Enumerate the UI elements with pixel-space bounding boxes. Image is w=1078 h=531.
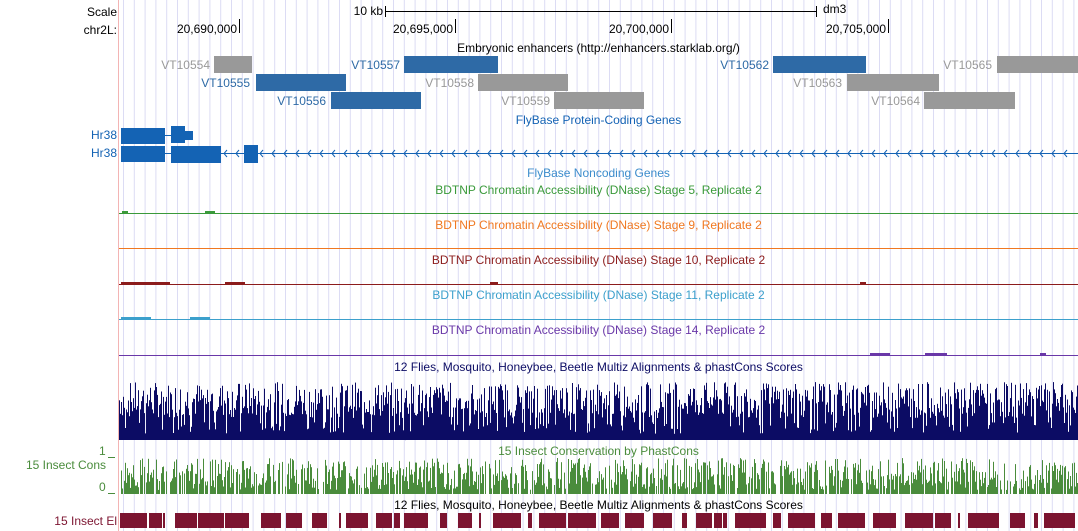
dnase-stage14-signal[interactable] (119, 355, 1078, 356)
phastcons-left-label[interactable]: 15 Insect Cons (25, 458, 106, 472)
enhancer-label-vt10564[interactable]: VT10564 (871, 94, 920, 108)
assembly-label: dm3 (823, 2, 847, 16)
gene-exon (121, 128, 165, 144)
position-tick-3 (671, 19, 672, 33)
enhancer-feature-vt10558[interactable] (478, 74, 568, 91)
enhancer-label-vt10554[interactable]: VT10554 (161, 58, 210, 72)
protein-genes-track-title: FlyBase Protein-Coding Genes (515, 113, 682, 127)
enhancer-feature-vt10554[interactable] (214, 56, 252, 73)
elements-track-title: 12 Flies, Mosquito, Honeybee, Beetle Mul… (394, 498, 803, 512)
dnase-stage9-title: BDTNP Chromatin Accessibility (DNase) St… (435, 218, 762, 232)
scale-bar-left-cap (385, 6, 386, 17)
scale-label: Scale (86, 5, 117, 19)
enhancer-label-vt10562[interactable]: VT10562 (720, 58, 769, 72)
position-tick-1 (239, 19, 240, 33)
enhancer-label-vt10558[interactable]: VT10558 (425, 76, 474, 90)
gene-exon (171, 126, 185, 143)
dnase-stage10-signal[interactable] (119, 284, 1078, 285)
gene-label-hr38-1[interactable]: Hr38 (90, 128, 117, 142)
dnase-stage11-signal[interactable] (119, 319, 1078, 320)
gene-exon (185, 131, 193, 140)
enhancer-label-vt10563[interactable]: VT10563 (793, 76, 842, 90)
position-label-4: 20,705,000 (825, 22, 886, 36)
position-label-2: 20,695,000 (392, 22, 453, 36)
noncoding-track-title: FlyBase Noncoding Genes (527, 166, 670, 180)
position-label-3: 20,700,000 (608, 22, 669, 36)
phastcons-ymin-label: 0 (99, 480, 106, 494)
enhancer-label-vt10557[interactable]: VT10557 (351, 58, 400, 72)
phastcons-ymin-tick (108, 493, 115, 494)
scale-bar-text: 10 kb (353, 4, 383, 18)
enhancer-feature-vt10559[interactable] (554, 92, 644, 109)
enhancer-feature-vt10563[interactable] (847, 74, 939, 91)
gene-label-hr38-2[interactable]: Hr38 (90, 146, 117, 160)
dnase-stage10-title: BDTNP Chromatin Accessibility (DNase) St… (431, 253, 766, 267)
dnase-stage9-signal[interactable] (119, 248, 1078, 249)
dnase-stage11-title: BDTNP Chromatin Accessibility (DNase) St… (432, 288, 765, 302)
left-gutter-divider (118, 0, 119, 531)
position-tick-2 (455, 19, 456, 33)
enhancer-feature-vt10556[interactable] (331, 92, 421, 109)
chrom-label: chr2L: (83, 23, 117, 37)
dnase-stage14-title: BDTNP Chromatin Accessibility (DNase) St… (431, 323, 766, 337)
elements-left-label[interactable]: 15 Insect El (54, 514, 117, 528)
phastcons-track-title: 15 Insect Conservation by PhastCons (498, 444, 699, 458)
enhancer-feature-vt10562[interactable] (773, 56, 866, 73)
enhancers-track-title: Embryonic enhancers (http://enhancers.st… (457, 41, 740, 55)
enhancer-label-vt10555[interactable]: VT10555 (201, 76, 250, 90)
enhancer-label-vt10559[interactable]: VT10559 (501, 94, 550, 108)
position-tick-4 (888, 19, 889, 33)
enhancer-feature-vt10564[interactable] (924, 92, 1015, 109)
scale-bar-right-cap (816, 6, 817, 17)
phastcons-ymax-tick (108, 457, 115, 458)
position-label-1: 20,690,000 (176, 22, 237, 36)
dnase-stage5-signal[interactable] (119, 213, 1078, 214)
gene-intron (165, 135, 171, 136)
dnase-stage5-title: BDTNP Chromatin Accessibility (DNase) St… (435, 183, 762, 197)
phastcons-ymax-label: 1 (99, 444, 106, 458)
enhancer-feature-vt10555[interactable] (256, 74, 346, 91)
enhancer-feature-vt10565[interactable] (997, 56, 1078, 73)
scale-bar-line (385, 11, 817, 12)
enhancer-label-vt10556[interactable]: VT10556 (277, 94, 326, 108)
enhancer-feature-vt10557[interactable] (404, 56, 498, 73)
multiz-track-title: 12 Flies, Mosquito, Honeybee, Beetle Mul… (394, 360, 803, 374)
enhancer-label-vt10565[interactable]: VT10565 (943, 58, 992, 72)
